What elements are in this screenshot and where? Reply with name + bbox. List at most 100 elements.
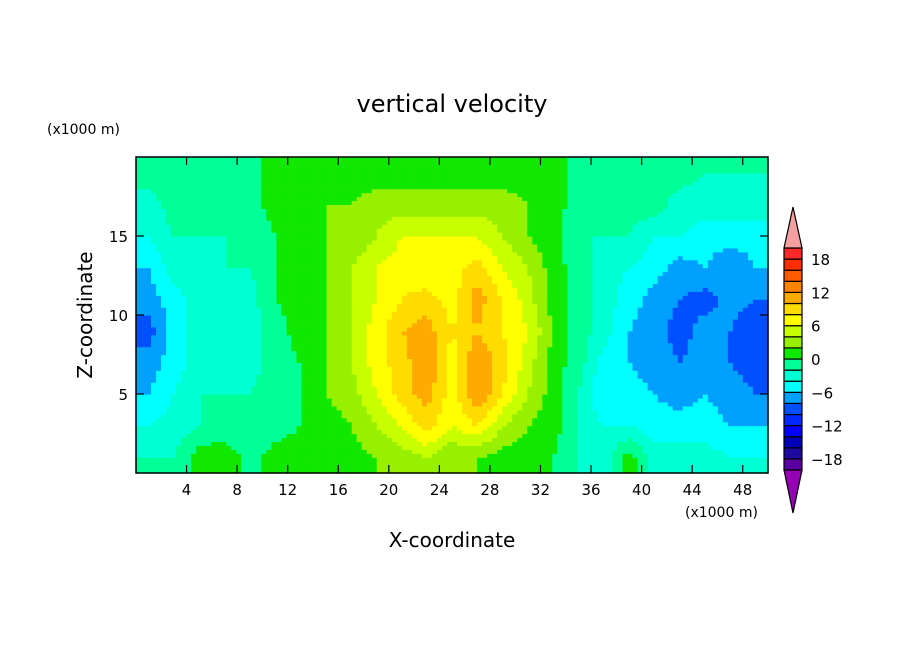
contour-cell [426,453,433,458]
contour-cell [151,322,157,328]
contour-cell [251,370,257,375]
contour-cell [156,362,162,367]
contour-cell [677,342,684,348]
contour-cell [502,342,508,348]
contour-cell [271,461,278,466]
contour-cell [141,397,147,403]
contour-cell [657,342,664,348]
contour-cell [186,354,192,360]
contour-cell [537,334,543,340]
contour-cell [296,386,303,391]
contour-cell [507,465,513,470]
contour-cell [592,394,599,399]
contour-cell [171,453,177,458]
contour-cell [572,378,578,383]
contour-cell [577,441,584,446]
contour-cell [487,425,493,431]
contour-cell [682,318,689,324]
contour-cell [171,322,177,328]
contour-cell [281,366,288,371]
contour-cell [301,326,308,332]
contour-cell [136,350,142,356]
contour-cell [557,449,563,454]
contour-cell [747,417,754,423]
contour-cell [191,378,197,383]
contour-cell [702,449,709,454]
contour-cell [286,469,293,474]
contour-cell [532,354,538,360]
contour-cell [592,445,599,450]
contour-cell [421,346,428,352]
contour-cell [431,409,438,415]
contour-cell [697,457,704,462]
contour-cell [176,322,182,328]
contour-cell [431,453,438,458]
contour-cell [707,417,714,423]
contour-cell [381,330,388,336]
contour-cell [732,457,739,462]
contour-cell [702,457,709,462]
contour-cell [181,366,187,371]
contour-cell [146,346,152,352]
contour-cell [582,429,589,435]
contour-cell [577,457,584,462]
contour-cell [662,457,669,462]
contour-cell [487,346,493,352]
contour-cell [532,390,538,395]
contour-cell [632,445,639,450]
contour-cell [161,409,167,415]
contour-cell [206,445,212,450]
contour-cell [477,394,483,399]
contour-cell [677,390,684,395]
contour-cell [747,465,754,470]
contour-cell [502,405,508,411]
contour-cell [326,315,333,320]
contour-cell [642,362,649,367]
contour-cell [171,405,177,411]
contour-cell [597,358,604,363]
contour-cell [391,417,398,423]
contour-cell [446,318,453,324]
contour-cell [286,394,293,399]
contour-cell [171,366,177,371]
contour-cell [346,370,353,375]
contour-cell [361,350,368,356]
contour-cell [502,469,508,474]
contour-cell [562,346,568,352]
contour-cell [211,405,217,411]
contour-cell [281,469,288,474]
contour-cell [697,374,704,379]
contour-cell [527,461,533,466]
contour-cell [176,401,182,407]
contour-cell [391,421,398,427]
contour-cell [547,401,553,407]
contour-cell [231,390,237,395]
contour-cell [331,397,338,403]
contour-cell [737,433,744,439]
contour-cell [146,461,152,466]
contour-cell [271,315,278,320]
contour-cell [742,449,749,454]
contour-cell [662,441,669,446]
contour-cell [642,401,649,407]
contour-cell [291,461,298,466]
contour-cell [462,386,468,391]
contour-cell [156,405,162,411]
contour-cell [401,330,408,336]
contour-cell [206,322,212,328]
contour-cell [346,437,353,442]
contour-cell [201,417,207,423]
contour-cell [271,445,278,450]
contour-cell [672,433,679,439]
contour-cell [431,346,438,352]
contour-cell [472,449,478,454]
contour-cell [431,342,438,348]
contour-cell [672,413,679,419]
contour-cell [457,370,463,375]
contour-cell [286,401,293,407]
contour-cell [306,358,313,363]
contour-cell [161,413,167,419]
contour-cell [512,394,518,399]
contour-cell [507,441,513,446]
contour-cell [381,425,388,431]
